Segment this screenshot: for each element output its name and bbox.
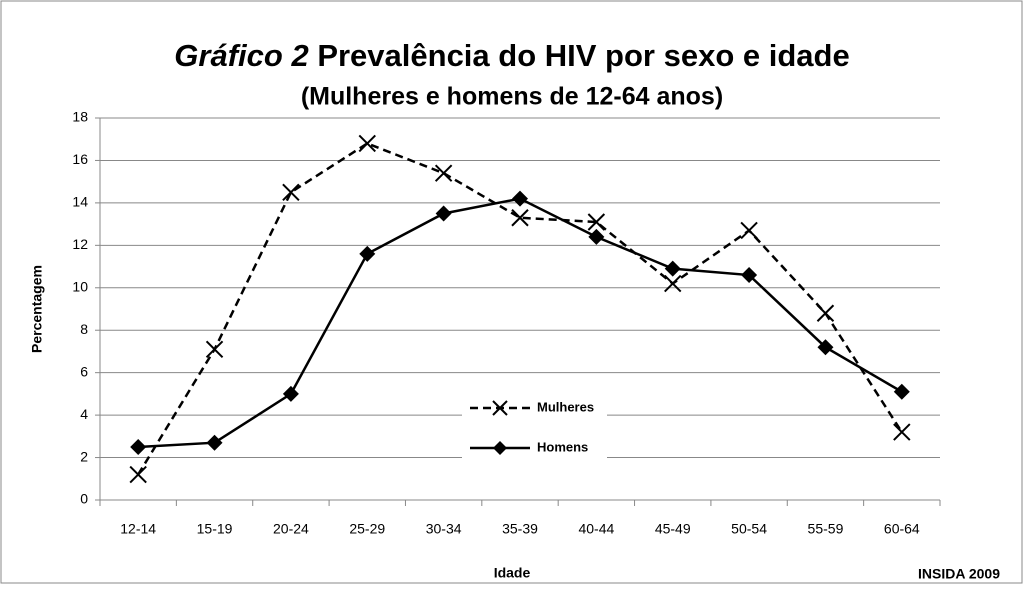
y-tick-label: 16 xyxy=(72,151,88,167)
y-tick-label: 8 xyxy=(80,321,88,337)
x-tick-label: 50-54 xyxy=(731,521,767,537)
data-point xyxy=(282,183,300,201)
x-tick-label: 12-14 xyxy=(120,521,156,537)
y-tick-label: 4 xyxy=(80,406,88,422)
legend-marker xyxy=(492,400,508,416)
marker-x xyxy=(511,209,529,227)
data-point xyxy=(512,190,528,207)
data-point xyxy=(740,221,758,240)
title-text: Prevalência do HIV por sexo e idade xyxy=(317,38,849,73)
marker-x xyxy=(205,340,224,359)
y-tick-label: 14 xyxy=(72,194,88,210)
legend-marker xyxy=(493,441,507,455)
data-point xyxy=(359,245,376,262)
marker-x xyxy=(893,423,911,441)
data-point xyxy=(511,209,529,227)
x-tick-label: 20-24 xyxy=(273,521,309,537)
data-point xyxy=(282,385,299,402)
chart-subtitle: (Mulheres e homens de 12-64 anos) xyxy=(301,83,723,111)
marker-x xyxy=(664,274,682,293)
marker-x xyxy=(358,134,376,153)
data-point xyxy=(434,164,453,182)
data-point xyxy=(817,339,834,356)
legend-label: Homens xyxy=(537,439,588,454)
data-point xyxy=(435,205,452,222)
data-point xyxy=(588,228,605,245)
data-point xyxy=(130,438,147,455)
marker-x xyxy=(587,213,606,231)
x-tick-label: 45-49 xyxy=(655,521,691,537)
y-tick-label: 10 xyxy=(72,278,88,294)
x-tick-label: 60-64 xyxy=(884,521,920,537)
legend-box xyxy=(462,388,607,468)
data-point xyxy=(741,267,758,284)
data-point xyxy=(358,134,376,153)
legend-label: Mulheres xyxy=(537,399,594,414)
y-tick-label: 2 xyxy=(80,448,88,464)
x-tick-label: 35-39 xyxy=(502,521,538,537)
marker-x xyxy=(434,164,453,182)
data-point xyxy=(816,304,835,322)
data-point xyxy=(893,383,910,400)
y-tick-label: 12 xyxy=(72,236,88,252)
marker-x xyxy=(740,221,758,240)
data-point xyxy=(129,465,147,484)
title-italic: Gráfico 2 xyxy=(174,38,308,73)
x-tick-label: 40-44 xyxy=(578,521,614,537)
x-tick-label: 15-19 xyxy=(197,521,233,537)
source-note: INSIDA 2009 xyxy=(918,566,1000,582)
x-tick-label: 25-29 xyxy=(349,521,385,537)
x-axis-label: Idade xyxy=(494,565,531,581)
chart-title: Gráfico 2 Prevalência do HIV por sexo e … xyxy=(174,38,849,73)
data-point xyxy=(587,213,606,231)
data-point xyxy=(664,260,681,277)
data-point xyxy=(664,274,682,293)
marker-x xyxy=(816,304,835,322)
data-point xyxy=(206,434,223,451)
x-tick-label: 55-59 xyxy=(808,521,844,537)
y-tick-label: 18 xyxy=(72,109,88,125)
y-tick-label: 0 xyxy=(80,491,88,507)
series-line xyxy=(137,142,903,476)
y-axis-label: Percentagem xyxy=(29,265,45,353)
x-tick-label: 30-34 xyxy=(426,521,462,537)
data-point xyxy=(205,340,224,359)
y-tick-label: 6 xyxy=(80,363,88,379)
marker-x xyxy=(129,465,147,484)
marker-x xyxy=(282,183,300,201)
data-point xyxy=(893,423,911,441)
